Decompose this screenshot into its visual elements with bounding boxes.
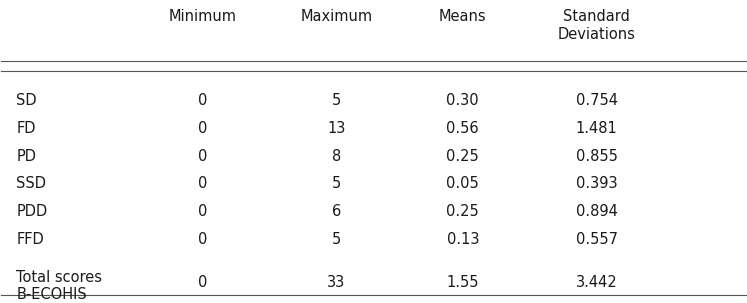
Text: 0: 0 bbox=[198, 275, 207, 290]
Text: SD: SD bbox=[16, 93, 37, 108]
Text: Minimum: Minimum bbox=[168, 9, 236, 24]
Text: Maximum: Maximum bbox=[300, 9, 372, 24]
Text: 0.754: 0.754 bbox=[576, 93, 618, 108]
Text: 0.25: 0.25 bbox=[447, 148, 479, 164]
Text: Standard
Deviations: Standard Deviations bbox=[558, 9, 636, 42]
Text: 0.25: 0.25 bbox=[447, 204, 479, 219]
Text: 0.855: 0.855 bbox=[576, 148, 618, 164]
Text: PDD: PDD bbox=[16, 204, 48, 219]
Text: 0: 0 bbox=[198, 93, 207, 108]
Text: 3.442: 3.442 bbox=[576, 275, 618, 290]
Text: 0.557: 0.557 bbox=[576, 232, 618, 247]
Text: 6: 6 bbox=[332, 204, 341, 219]
Text: SSD: SSD bbox=[16, 176, 46, 191]
Text: 0.393: 0.393 bbox=[576, 176, 618, 191]
Text: 0.05: 0.05 bbox=[447, 176, 479, 191]
Text: 33: 33 bbox=[327, 275, 345, 290]
Text: 0.13: 0.13 bbox=[447, 232, 479, 247]
Text: FFD: FFD bbox=[16, 232, 44, 247]
Text: 8: 8 bbox=[332, 148, 341, 164]
Text: 0.894: 0.894 bbox=[576, 204, 618, 219]
Text: 0: 0 bbox=[198, 121, 207, 136]
Text: 1.55: 1.55 bbox=[447, 275, 479, 290]
Text: 0: 0 bbox=[198, 204, 207, 219]
Text: 5: 5 bbox=[332, 176, 341, 191]
Text: 0: 0 bbox=[198, 176, 207, 191]
Text: Means: Means bbox=[439, 9, 486, 24]
Text: 0: 0 bbox=[198, 148, 207, 164]
Text: Total scores
B-ECOHIS: Total scores B-ECOHIS bbox=[16, 270, 102, 302]
Text: 0.56: 0.56 bbox=[447, 121, 479, 136]
Text: 0: 0 bbox=[198, 232, 207, 247]
Text: FD: FD bbox=[16, 121, 36, 136]
Text: 1.481: 1.481 bbox=[576, 121, 618, 136]
Text: 13: 13 bbox=[327, 121, 345, 136]
Text: 0.30: 0.30 bbox=[447, 93, 479, 108]
Text: 5: 5 bbox=[332, 93, 341, 108]
Text: PD: PD bbox=[16, 148, 37, 164]
Text: 5: 5 bbox=[332, 232, 341, 247]
